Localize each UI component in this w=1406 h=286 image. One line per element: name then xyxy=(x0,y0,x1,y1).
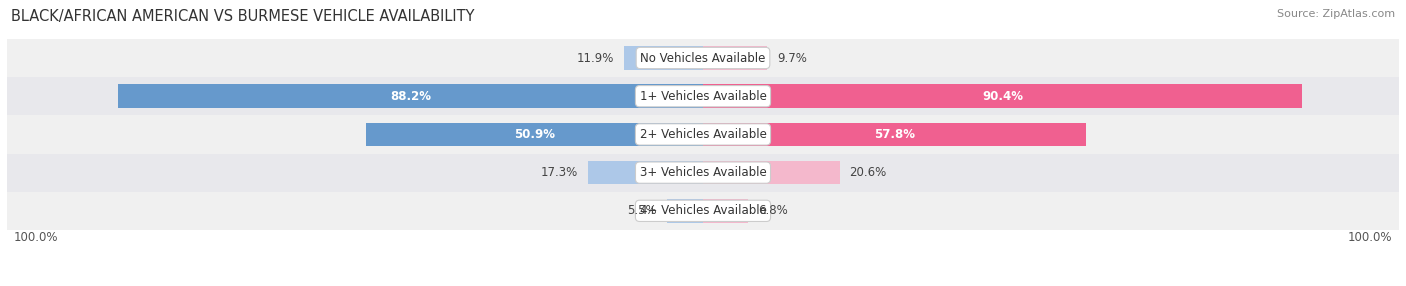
Bar xyxy=(666,199,703,223)
Bar xyxy=(703,199,748,223)
Bar xyxy=(7,192,1399,230)
Bar xyxy=(703,123,1085,146)
Text: BLACK/AFRICAN AMERICAN VS BURMESE VEHICLE AVAILABILITY: BLACK/AFRICAN AMERICAN VS BURMESE VEHICL… xyxy=(11,9,475,23)
Bar xyxy=(703,46,768,70)
Text: 3+ Vehicles Available: 3+ Vehicles Available xyxy=(640,166,766,179)
Bar xyxy=(118,84,703,108)
Bar xyxy=(703,161,839,184)
Bar xyxy=(366,123,703,146)
Text: 50.9%: 50.9% xyxy=(513,128,555,141)
Text: 11.9%: 11.9% xyxy=(576,51,614,65)
Text: 90.4%: 90.4% xyxy=(983,90,1024,103)
Text: 1+ Vehicles Available: 1+ Vehicles Available xyxy=(640,90,766,103)
Text: 20.6%: 20.6% xyxy=(849,166,887,179)
Bar xyxy=(624,46,703,70)
Bar xyxy=(7,154,1399,192)
Legend: Black/African American, Burmese: Black/African American, Burmese xyxy=(579,282,827,286)
Text: 2+ Vehicles Available: 2+ Vehicles Available xyxy=(640,128,766,141)
Bar xyxy=(7,115,1399,154)
Text: Source: ZipAtlas.com: Source: ZipAtlas.com xyxy=(1277,9,1395,19)
Bar xyxy=(588,161,703,184)
Text: 88.2%: 88.2% xyxy=(391,90,432,103)
Text: 9.7%: 9.7% xyxy=(778,51,807,65)
Text: 4+ Vehicles Available: 4+ Vehicles Available xyxy=(640,204,766,217)
Text: 100.0%: 100.0% xyxy=(14,231,58,244)
Text: 100.0%: 100.0% xyxy=(1348,231,1392,244)
Bar xyxy=(7,77,1399,115)
Text: 17.3%: 17.3% xyxy=(541,166,578,179)
Bar xyxy=(703,84,1302,108)
Text: 57.8%: 57.8% xyxy=(875,128,915,141)
Bar xyxy=(7,39,1399,77)
Text: 5.5%: 5.5% xyxy=(627,204,657,217)
Text: 6.8%: 6.8% xyxy=(758,204,787,217)
Text: No Vehicles Available: No Vehicles Available xyxy=(640,51,766,65)
